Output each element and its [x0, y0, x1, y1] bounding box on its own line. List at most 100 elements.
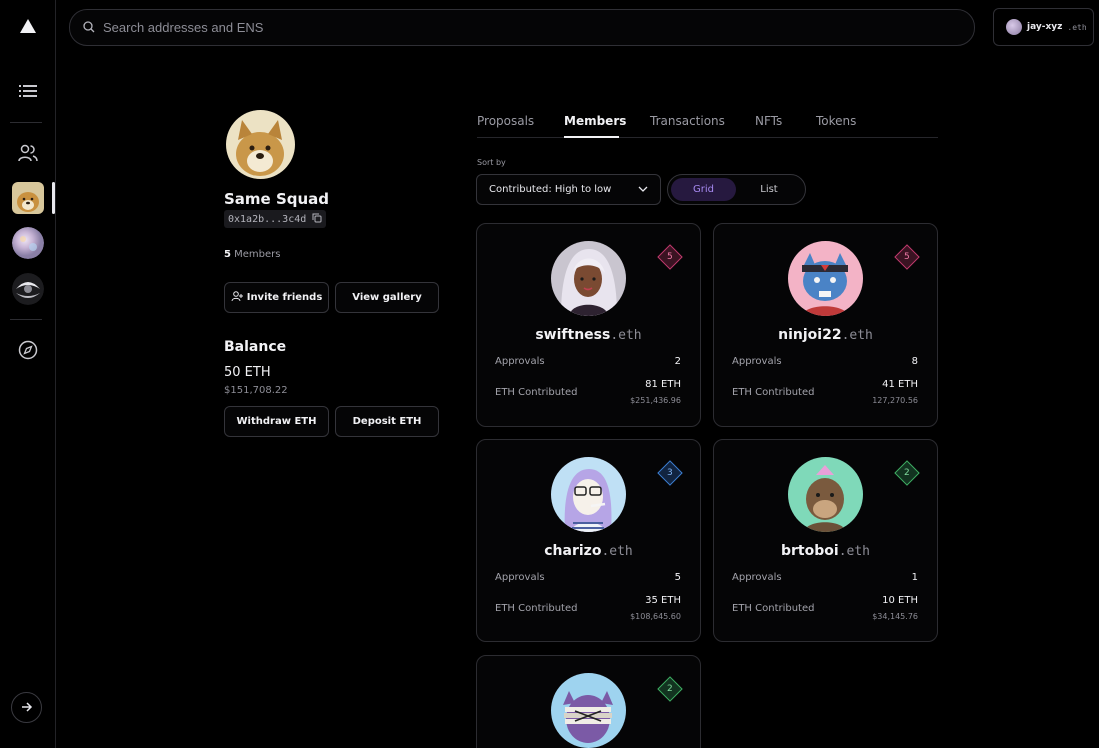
member-name-suffix: .eth — [601, 544, 633, 559]
member-card[interactable]: 5 swiftness.eth Approvals 2 ETH Contribu… — [476, 223, 701, 427]
member-name-suffix: .eth — [610, 328, 642, 343]
search-input[interactable] — [103, 20, 923, 35]
member-name: charizo.eth — [477, 543, 700, 559]
approvals-label: Approvals — [732, 356, 782, 367]
view-gallery-button[interactable]: View gallery — [335, 282, 439, 313]
member-card[interactable]: 3 charizo.eth Approvals 5 ETH Contribute… — [476, 439, 701, 642]
people-icon[interactable] — [8, 133, 48, 173]
member-card[interactable]: 2 — [476, 655, 701, 748]
members-count-value: 5 — [224, 249, 231, 260]
approvals-value: 1 — [911, 572, 918, 583]
rank-badge-value: 5 — [667, 251, 673, 262]
eth-contributed-label: ETH Contributed — [732, 603, 815, 614]
rank-badge: 5 — [657, 244, 683, 270]
tab-nfts[interactable]: NFTs — [755, 114, 783, 128]
member-name-text: swiftness — [535, 327, 611, 343]
grid-view-button[interactable]: Grid — [671, 178, 736, 201]
arrow-right-icon — [21, 698, 33, 717]
sort-select-value: Contributed: High to low — [489, 184, 612, 195]
member-name: swiftness.eth — [477, 327, 700, 343]
members-count: 5 Members — [224, 249, 281, 260]
balance-eth: 50 ETH — [224, 365, 271, 380]
sidebar-item-squad-2[interactable] — [8, 223, 48, 263]
member-name-text: brtoboi — [781, 543, 839, 559]
avatar — [1006, 19, 1022, 35]
rank-badge: 3 — [657, 460, 683, 486]
balance-title: Balance — [224, 339, 287, 355]
copy-icon[interactable] — [312, 213, 322, 226]
active-tab-underline — [564, 136, 619, 138]
sort-select[interactable]: Contributed: High to low — [476, 174, 661, 205]
squad-address: 0x1a2b...3c4d — [228, 213, 307, 225]
account-suffix: .eth — [1067, 22, 1087, 32]
approvals-label: Approvals — [495, 572, 545, 583]
sidebar-divider — [10, 122, 42, 123]
withdraw-eth-button[interactable]: Withdraw ETH — [224, 406, 329, 437]
squad-name: Same Squad — [224, 190, 330, 208]
usd-contributed-value: 127,270.56 — [872, 396, 918, 405]
member-avatar — [551, 241, 626, 316]
expand-sidebar-button[interactable] — [11, 692, 42, 723]
member-name-suffix: .eth — [838, 544, 870, 559]
sidebar-divider — [10, 319, 42, 320]
member-name-suffix: .eth — [841, 328, 873, 343]
triangle-logo-icon[interactable] — [8, 6, 48, 46]
approvals-label: Approvals — [495, 356, 545, 367]
rank-badge-value: 2 — [904, 467, 910, 478]
tab-proposals[interactable]: Proposals — [477, 114, 535, 128]
member-avatar — [788, 457, 863, 532]
member-name: ninjoi22.eth — [714, 327, 937, 343]
eth-contributed-value: 41 ETH — [882, 379, 918, 390]
list-view-button[interactable]: List — [760, 184, 778, 195]
member-card[interactable]: 2 brtoboi.eth Approvals 1 ETH Contribute… — [713, 439, 938, 642]
address-chip[interactable]: 0x1a2b...3c4d — [224, 210, 327, 228]
list-icon[interactable] — [8, 71, 48, 111]
eth-contributed-label: ETH Contributed — [732, 387, 815, 398]
approvals-label: Approvals — [732, 572, 782, 583]
squad-profile-avatar — [226, 110, 295, 179]
account-button[interactable]: jay-xyz .eth — [993, 8, 1094, 46]
squad-avatar — [12, 227, 44, 259]
compass-icon[interactable] — [8, 330, 48, 370]
deposit-eth-button[interactable]: Deposit ETH — [335, 406, 439, 437]
search-bar[interactable] — [69, 9, 975, 46]
tab-members[interactable]: Members — [564, 114, 627, 128]
tab-tokens[interactable]: Tokens — [816, 114, 857, 128]
invite-friends-label: Invite friends — [246, 292, 323, 303]
deposit-eth-label: Deposit ETH — [352, 416, 422, 427]
withdraw-eth-label: Withdraw ETH — [236, 416, 317, 427]
tab-transactions[interactable]: Transactions — [650, 114, 725, 128]
member-avatar — [551, 457, 626, 532]
eth-contributed-value: 10 ETH — [882, 595, 918, 606]
balance-usd: $151,708.22 — [224, 385, 288, 396]
rank-badge: 2 — [894, 460, 920, 486]
rank-badge-value: 3 — [667, 467, 673, 478]
view-gallery-label: View gallery — [352, 292, 422, 303]
eth-contributed-label: ETH Contributed — [495, 603, 578, 614]
account-name: jay-xyz — [1027, 22, 1063, 32]
squad-avatar — [12, 273, 44, 305]
invite-friends-button[interactable]: Invite friends — [224, 282, 329, 313]
rank-badge-value: 2 — [667, 683, 673, 694]
sidebar-item-same-squad[interactable] — [8, 178, 48, 218]
rank-badge-value: 5 — [904, 251, 910, 262]
rank-badge: 2 — [657, 676, 683, 702]
usd-contributed-value: $34,145.76 — [872, 612, 918, 621]
member-card[interactable]: 5 ninjoi22.eth Approvals 8 ETH Contribut… — [713, 223, 938, 427]
sort-label: Sort by — [477, 158, 506, 167]
approvals-value: 5 — [674, 572, 681, 583]
approvals-value: 2 — [674, 356, 681, 367]
view-toggle: Grid List — [667, 174, 806, 205]
eth-contributed-label: ETH Contributed — [495, 387, 578, 398]
active-indicator — [52, 182, 55, 214]
usd-contributed-value: $108,645.60 — [630, 612, 681, 621]
eth-contributed-value: 81 ETH — [645, 379, 681, 390]
rank-badge: 5 — [894, 244, 920, 270]
usd-contributed-value: $251,436.96 — [630, 396, 681, 405]
member-avatar — [551, 673, 626, 748]
member-avatar — [788, 241, 863, 316]
chevron-down-icon — [638, 184, 648, 195]
sidebar-item-squad-3[interactable] — [8, 269, 48, 309]
search-icon — [83, 18, 95, 37]
member-name: brtoboi.eth — [714, 543, 937, 559]
